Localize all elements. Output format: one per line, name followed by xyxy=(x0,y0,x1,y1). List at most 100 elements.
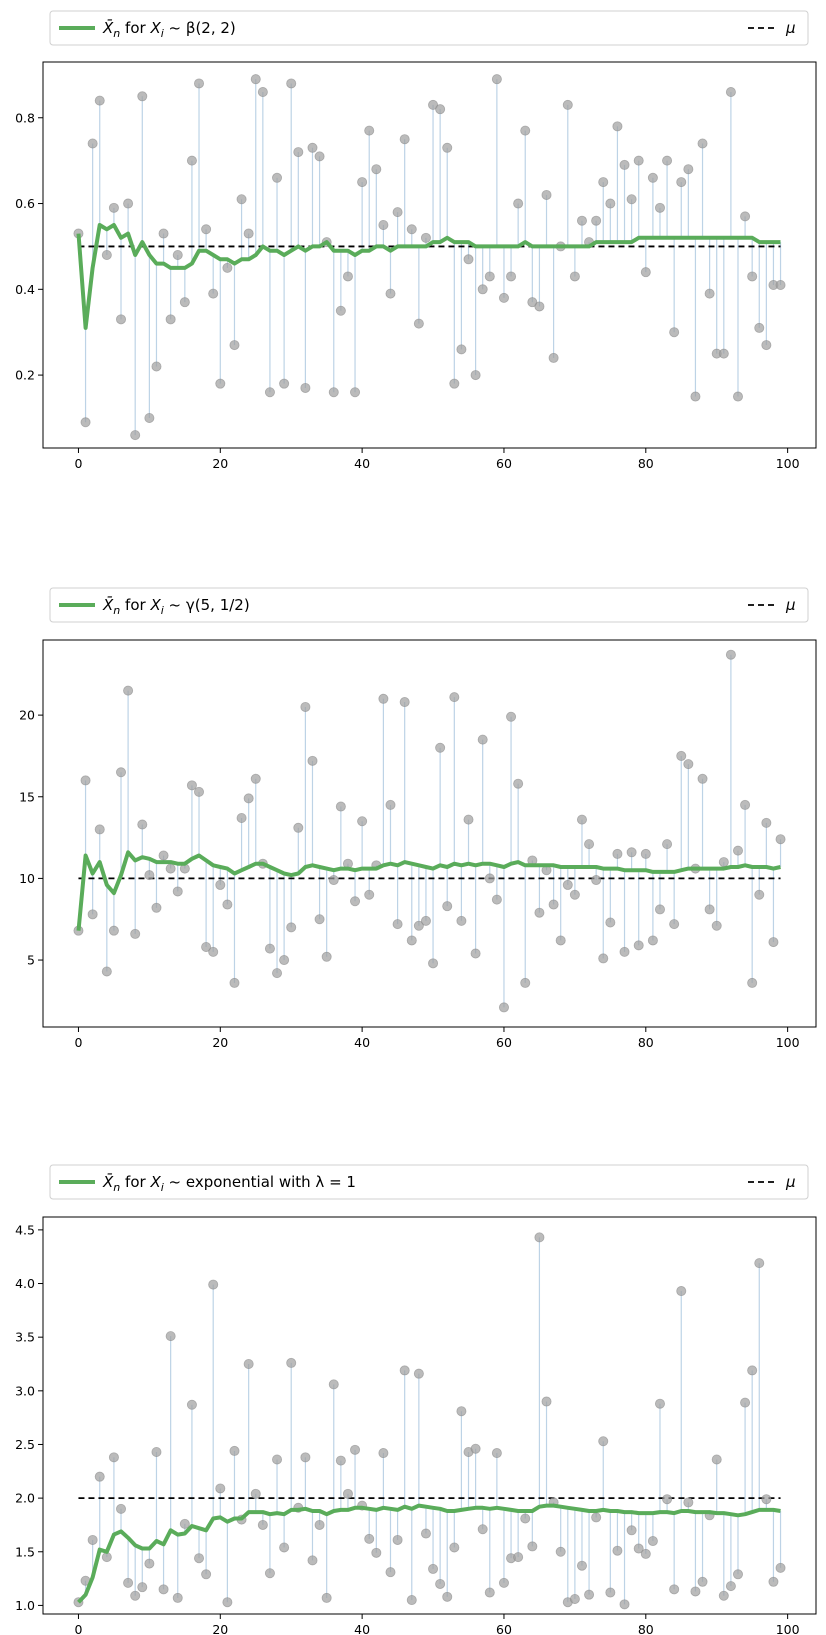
plot-area xyxy=(73,649,786,1013)
sample-point-56 xyxy=(470,1443,481,1454)
sample-point-74 xyxy=(598,177,609,188)
sample-point-65 xyxy=(534,1232,545,1243)
plot-area xyxy=(73,74,786,441)
sample-point-37 xyxy=(335,305,346,316)
sample-point-81 xyxy=(647,935,658,946)
sample-point-90 xyxy=(711,920,722,931)
sample-point-88 xyxy=(697,773,708,784)
sample-point-9 xyxy=(137,1582,148,1593)
sample-point-9 xyxy=(137,819,148,830)
sample-point-92 xyxy=(725,1581,736,1592)
sample-point-32 xyxy=(300,701,311,712)
sample-point-58 xyxy=(484,1587,495,1598)
sample-point-16 xyxy=(186,155,197,166)
sample-point-84 xyxy=(669,327,680,338)
sample-point-44 xyxy=(385,799,396,810)
sample-point-18 xyxy=(201,224,212,235)
legend-var-sub: i xyxy=(161,604,164,617)
sample-point-3 xyxy=(94,824,105,835)
sample-point-74 xyxy=(598,953,609,964)
sample-point-69 xyxy=(562,99,573,110)
sample-point-10 xyxy=(144,870,155,881)
sample-point-48 xyxy=(413,1368,424,1379)
sample-point-22 xyxy=(229,1445,240,1456)
y-tick-label-0.2: 0.2 xyxy=(15,368,35,383)
sample-point-69 xyxy=(562,879,573,890)
y-tick-label-2.0: 2.0 xyxy=(15,1491,35,1506)
sample-point-20 xyxy=(215,1483,226,1494)
x-tick-label-0: 0 xyxy=(74,456,82,471)
y-tick-label-1.5: 1.5 xyxy=(15,1544,35,1559)
legend-for: for xyxy=(120,1173,150,1191)
x-tick-label-60: 60 xyxy=(496,456,512,471)
sample-point-46 xyxy=(399,134,410,145)
sample-point-28 xyxy=(272,1454,283,1465)
sample-point-45 xyxy=(392,207,403,218)
sample-point-10 xyxy=(144,1558,155,1569)
sample-point-83 xyxy=(662,839,673,850)
sample-point-84 xyxy=(669,919,680,930)
sample-point-97 xyxy=(761,1494,772,1505)
sample-point-84 xyxy=(669,1584,680,1595)
sample-point-70 xyxy=(569,1593,580,1604)
chart-panel-1: X̄n for Xi ~ β(2, 2) μ 0 20 40 60 80 100 0.2 0.4 0… xyxy=(15,10,817,471)
sample-point-61 xyxy=(506,271,517,282)
x-tick-label-60: 60 xyxy=(496,1035,512,1050)
sample-point-11 xyxy=(151,361,162,372)
sample-point-48 xyxy=(413,920,424,931)
x-tick-label-100: 100 xyxy=(776,1622,800,1635)
sample-point-11 xyxy=(151,1446,162,1457)
sample-point-74 xyxy=(598,1436,609,1447)
legend-var-sub: i xyxy=(161,1181,164,1194)
legend-xbar-sub: n xyxy=(113,27,120,40)
sample-point-5 xyxy=(108,1452,119,1463)
x-tick-label-80: 80 xyxy=(638,456,654,471)
sample-point-41 xyxy=(364,125,375,136)
sample-point-28 xyxy=(272,968,283,979)
sample-point-3 xyxy=(94,95,105,106)
sample-point-63 xyxy=(520,977,531,988)
sample-point-52 xyxy=(442,1591,453,1602)
sample-point-80 xyxy=(640,267,651,278)
sample-point-89 xyxy=(704,904,715,915)
sample-point-88 xyxy=(697,138,708,149)
running-mean-line xyxy=(76,850,781,931)
sample-point-91 xyxy=(718,348,729,359)
sample-point-26 xyxy=(257,1519,268,1530)
sample-point-2 xyxy=(87,138,98,149)
sample-point-8 xyxy=(130,1590,141,1601)
sample-point-22 xyxy=(229,977,240,988)
sample-point-77 xyxy=(619,159,630,170)
sample-point-43 xyxy=(378,1448,389,1459)
sample-point-6 xyxy=(116,314,127,325)
sample-point-12 xyxy=(158,1584,169,1595)
x-tick-label-0: 0 xyxy=(74,1622,82,1635)
sample-point-81 xyxy=(647,172,658,183)
sample-point-63 xyxy=(520,125,531,136)
sample-point-37 xyxy=(335,801,346,812)
sample-point-34 xyxy=(314,1519,325,1530)
sample-point-27 xyxy=(264,943,275,954)
sample-point-15 xyxy=(179,297,190,308)
sample-point-21 xyxy=(222,1597,233,1608)
sample-point-24 xyxy=(243,228,254,239)
sample-point-60 xyxy=(498,292,509,303)
sample-point-99 xyxy=(775,280,786,291)
sample-point-93 xyxy=(732,845,743,856)
sample-point-93 xyxy=(732,391,743,402)
sample-point-79 xyxy=(633,1543,644,1554)
legend-dist: ~ β(2, 2) xyxy=(164,19,236,37)
sample-point-92 xyxy=(725,87,736,98)
sample-point-67 xyxy=(548,899,559,910)
sample-point-43 xyxy=(378,219,389,230)
x-tick-label-20: 20 xyxy=(212,1622,228,1635)
sample-point-99 xyxy=(775,1562,786,1573)
legend-running-mean-label: X̄n for Xi ~ β(2, 2) xyxy=(102,18,236,40)
y-tick-label-10: 10 xyxy=(19,871,35,886)
legend: X̄n for Xi ~ γ(5, 1/2) μ xyxy=(49,587,809,623)
sample-point-76 xyxy=(612,1545,623,1556)
sample-point-97 xyxy=(761,817,772,828)
sample-point-98 xyxy=(768,937,779,948)
sample-point-17 xyxy=(194,786,205,797)
sample-point-75 xyxy=(605,198,616,209)
